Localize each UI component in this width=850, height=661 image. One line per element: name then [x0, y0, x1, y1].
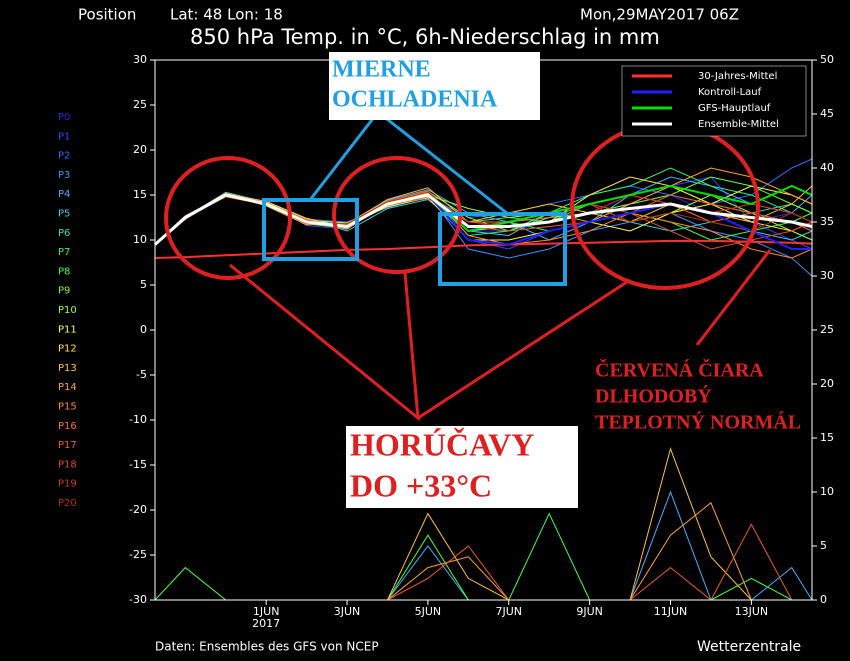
x-tick-label: 13JUN	[735, 605, 769, 618]
member-label: P9	[58, 286, 70, 297]
member-label: P15	[58, 402, 77, 413]
y-tick-label: -15	[129, 458, 147, 471]
y2-tick-label: 40	[820, 161, 834, 174]
y-tick-label: 15	[133, 188, 147, 201]
legend-label: GFS-Hauptlauf	[698, 103, 771, 114]
member-label: P10	[58, 305, 77, 316]
annotation: HORÚČAVY	[350, 426, 534, 462]
member-label: P18	[58, 459, 77, 470]
member-label: P14	[58, 382, 77, 393]
annotation: DO +33°C	[350, 467, 492, 503]
annotation: OCHLADENIA	[332, 87, 498, 113]
y-tick-label: 0	[140, 323, 147, 336]
member-label: P17	[58, 440, 77, 451]
legend-label: Ensemble-Mittel	[698, 119, 779, 130]
member-label: P5	[58, 209, 70, 220]
y2-tick-label: 35	[820, 215, 834, 228]
date: Mon,29MAY2017 06Z	[580, 6, 739, 24]
member-label: P1	[58, 131, 70, 142]
annotation: MIERNE	[332, 57, 431, 83]
x-tick-label: 11JUN	[654, 605, 688, 618]
footer-left: Daten: Ensembles des GFS von NCEP	[155, 640, 379, 654]
y2-tick-label: 45	[820, 107, 834, 120]
legend-label: Kontroll-Lauf	[698, 87, 762, 98]
y-tick-label: 20	[133, 143, 147, 156]
pointer	[417, 278, 631, 420]
x-sublabel: 2017	[252, 617, 280, 630]
circle	[164, 156, 292, 280]
y-tick-label: 5	[140, 278, 147, 291]
member-label: P16	[58, 421, 77, 432]
y-tick-label: 10	[133, 233, 147, 246]
member-label: P0	[58, 112, 70, 123]
member-label: P3	[58, 170, 70, 181]
member-label: P7	[58, 247, 70, 258]
temp-line	[154, 239, 813, 259]
member-label: P20	[58, 498, 77, 509]
y2-tick-label: 5	[820, 539, 827, 552]
temp-line	[154, 193, 813, 246]
y-tick-label: -10	[129, 413, 147, 426]
x-tick-label: 3JUN	[334, 605, 361, 618]
y2-tick-label: 50	[820, 53, 834, 66]
member-label: P8	[58, 266, 70, 277]
y-tick-label: 25	[133, 98, 147, 111]
member-label: P13	[58, 363, 77, 374]
x-tick-label: 7JUN	[496, 605, 523, 618]
y2-tick-label: 15	[820, 431, 834, 444]
annotation: TEPLOTNÝ NORMÁL	[595, 411, 801, 434]
footer-right: Wetterzentrale	[697, 639, 801, 655]
y2-tick-label: 20	[820, 377, 834, 390]
member-label: P2	[58, 151, 70, 162]
x-tick-label: 9JUN	[576, 605, 603, 618]
y2-tick-label: 30	[820, 269, 834, 282]
y-tick-label: -25	[129, 548, 147, 561]
pointer	[695, 249, 772, 346]
y2-tick-label: 25	[820, 323, 834, 336]
y-tick-label: -30	[129, 593, 147, 606]
y-tick-label: -5	[136, 368, 147, 381]
y2-tick-label: 0	[820, 593, 827, 606]
box	[438, 212, 567, 286]
position: Lat: 48 Lon: 18	[170, 6, 283, 24]
y2-tick-label: 10	[820, 485, 834, 498]
member-label: P4	[58, 189, 70, 200]
label-box	[346, 426, 578, 508]
x-tick-label: 5JUN	[415, 605, 442, 618]
annotation: ČERVENÁ ČIARA	[595, 358, 764, 382]
x-tick-label: 1JUN	[253, 605, 280, 618]
member-label: P11	[58, 324, 77, 335]
annotation: DLHODOBÝ	[595, 385, 712, 408]
member-label: P19	[58, 479, 77, 490]
chart-title: 850 hPa Temp. in °C, 6h-Niederschlag in …	[190, 25, 660, 49]
y-tick-label: 30	[133, 53, 147, 66]
label-box	[329, 52, 540, 120]
legend-label: 30-Jahres-Mittel	[698, 71, 777, 82]
member-label: P12	[58, 344, 77, 355]
member-label: P6	[58, 228, 70, 239]
header-left: Position	[78, 6, 136, 24]
y-tick-label: -20	[129, 503, 147, 516]
